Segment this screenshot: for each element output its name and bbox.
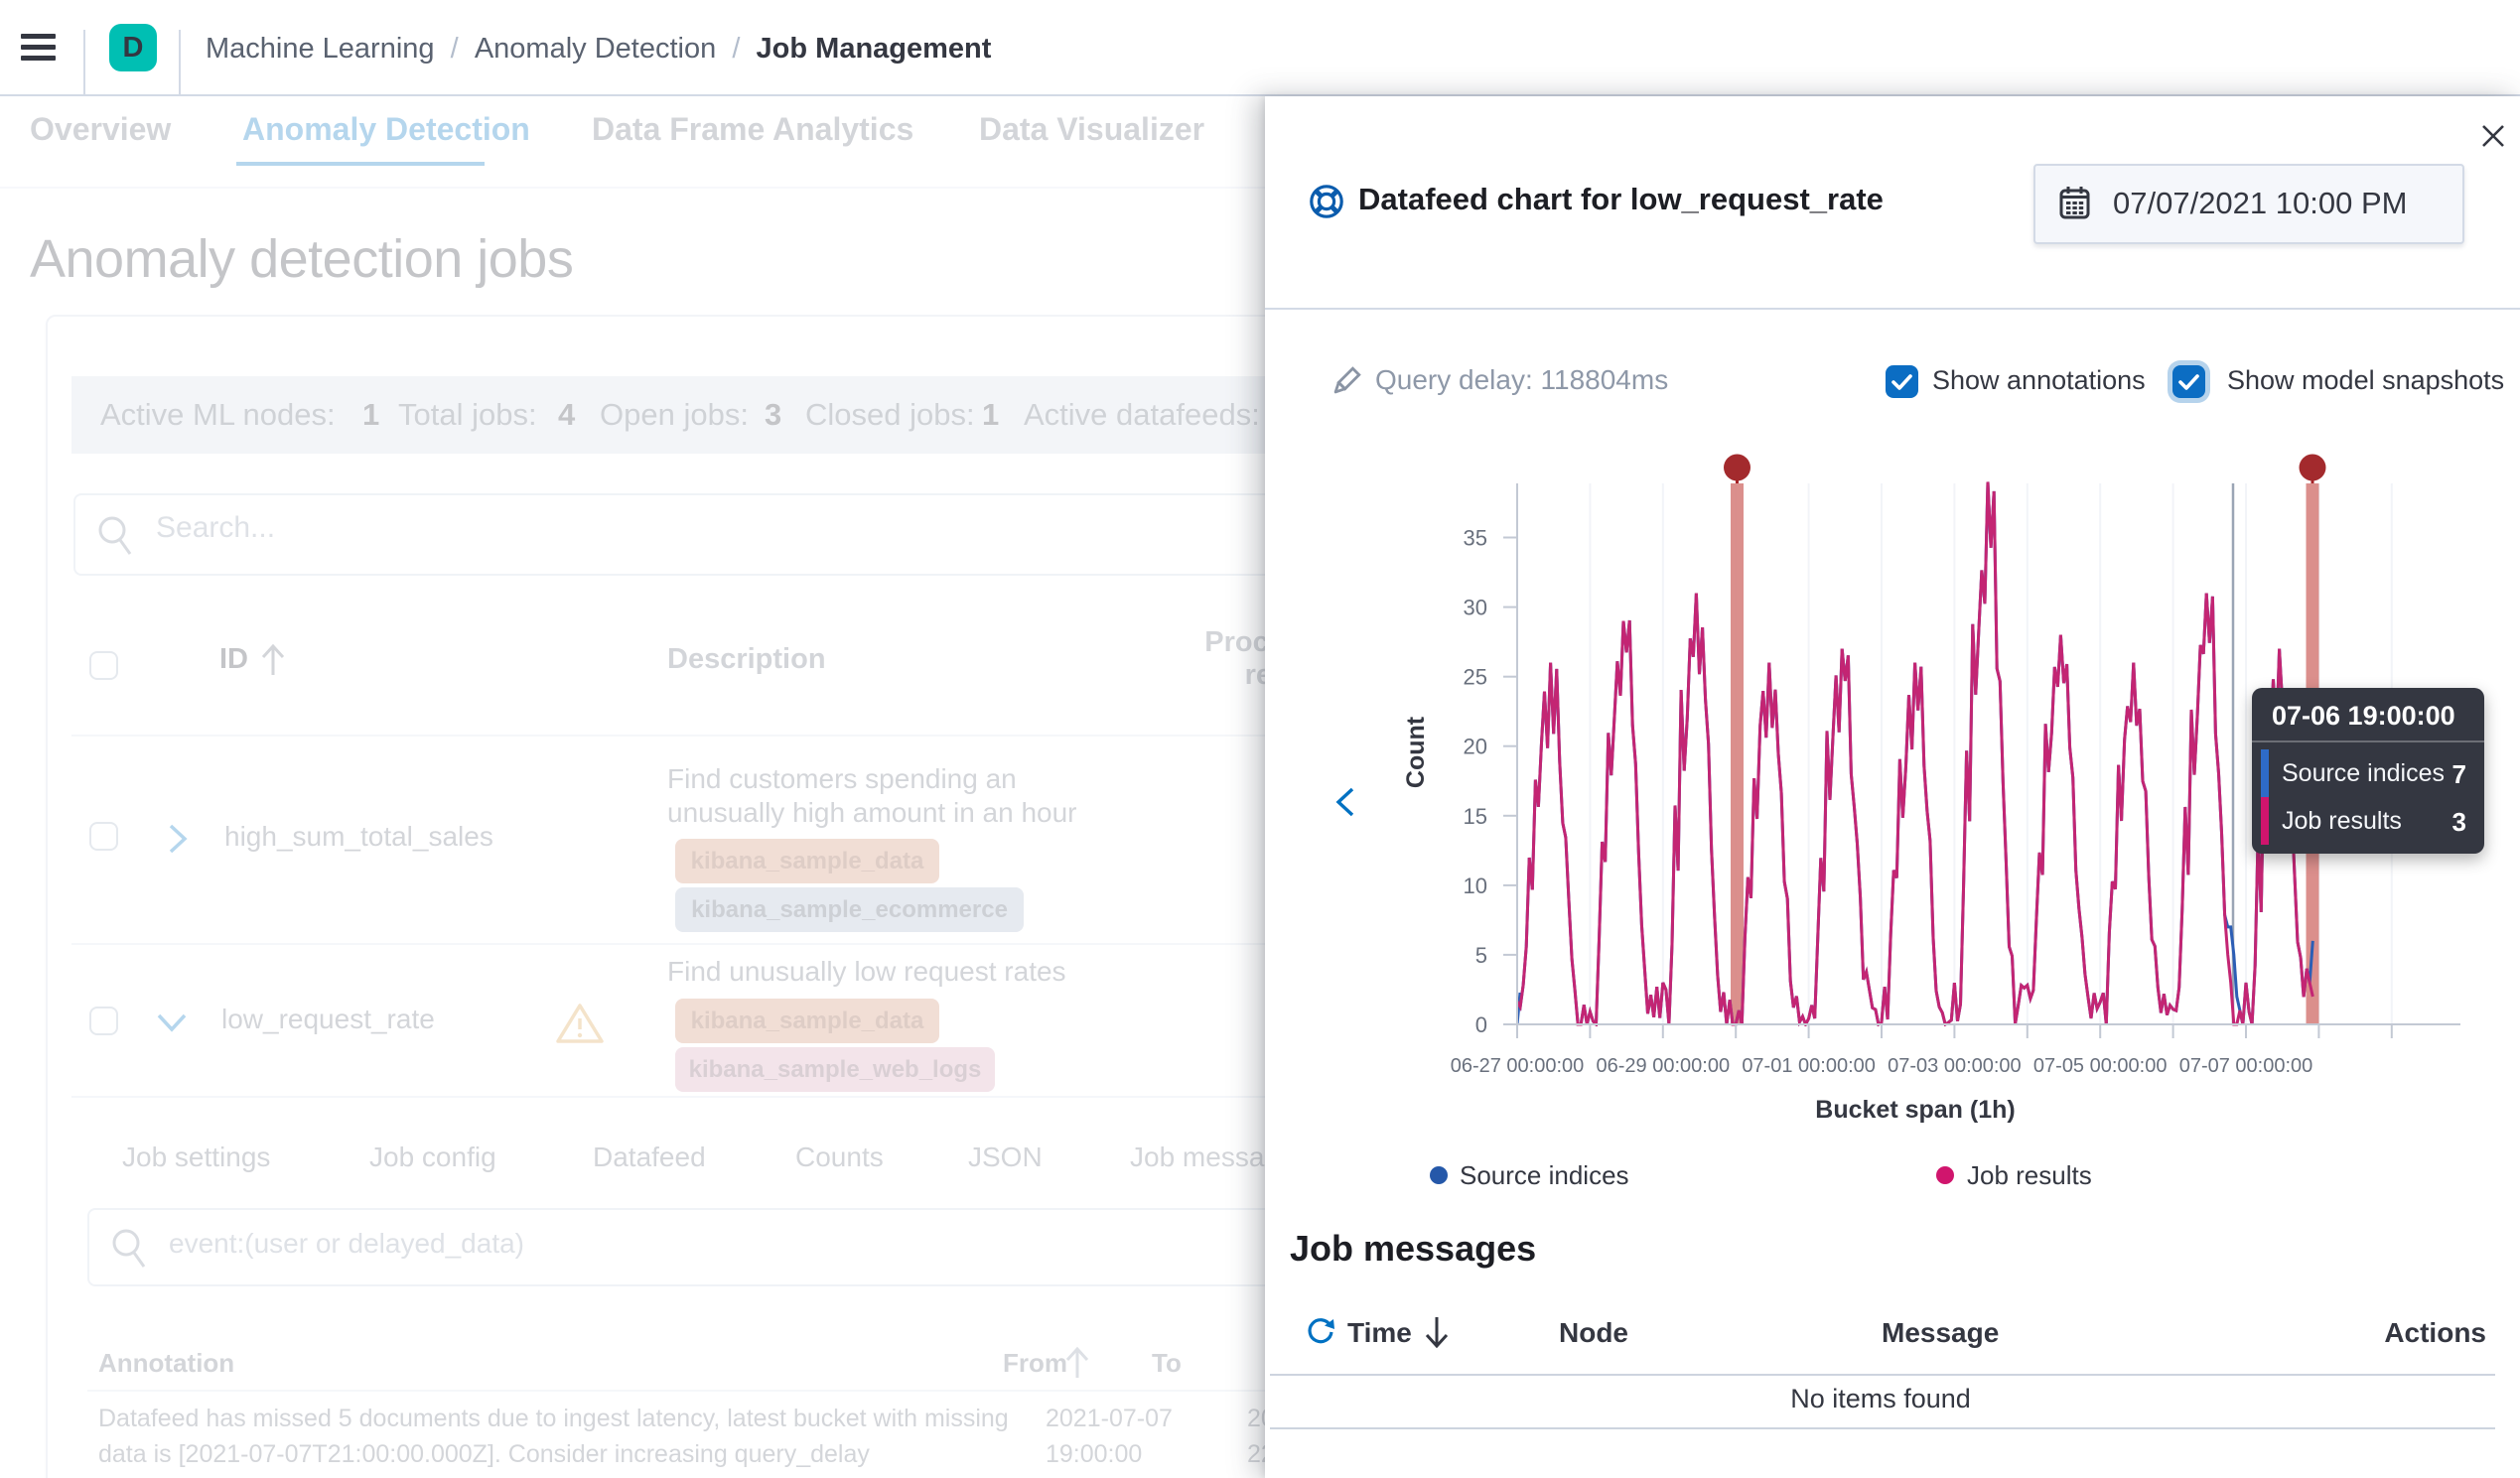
svg-text:Job results: Job results [1967,1160,2092,1190]
svg-text:07-01 00:00:00: 07-01 00:00:00 [1742,1055,1876,1077]
svg-text:Count: Count [1402,716,1430,788]
svg-text:30: 30 [1464,596,1487,620]
svg-text:10: 10 [1464,873,1487,898]
svg-text:20: 20 [1464,735,1487,759]
svg-text:Bucket span (1h): Bucket span (1h) [1815,1096,2015,1124]
svg-text:Source indices: Source indices [1460,1160,1629,1190]
svg-text:0: 0 [1475,1012,1487,1037]
svg-text:5: 5 [1475,943,1487,968]
svg-text:35: 35 [1464,526,1487,551]
svg-text:25: 25 [1464,665,1487,690]
svg-text:07-03 00:00:00: 07-03 00:00:00 [1888,1055,2022,1077]
svg-text:06-27 00:00:00: 06-27 00:00:00 [1451,1055,1585,1077]
svg-text:15: 15 [1464,804,1487,829]
svg-text:07-07 00:00:00: 07-07 00:00:00 [2179,1055,2313,1077]
svg-text:06-29 00:00:00: 06-29 00:00:00 [1597,1055,1731,1077]
svg-text:07-05 00:00:00: 07-05 00:00:00 [2033,1055,2168,1077]
